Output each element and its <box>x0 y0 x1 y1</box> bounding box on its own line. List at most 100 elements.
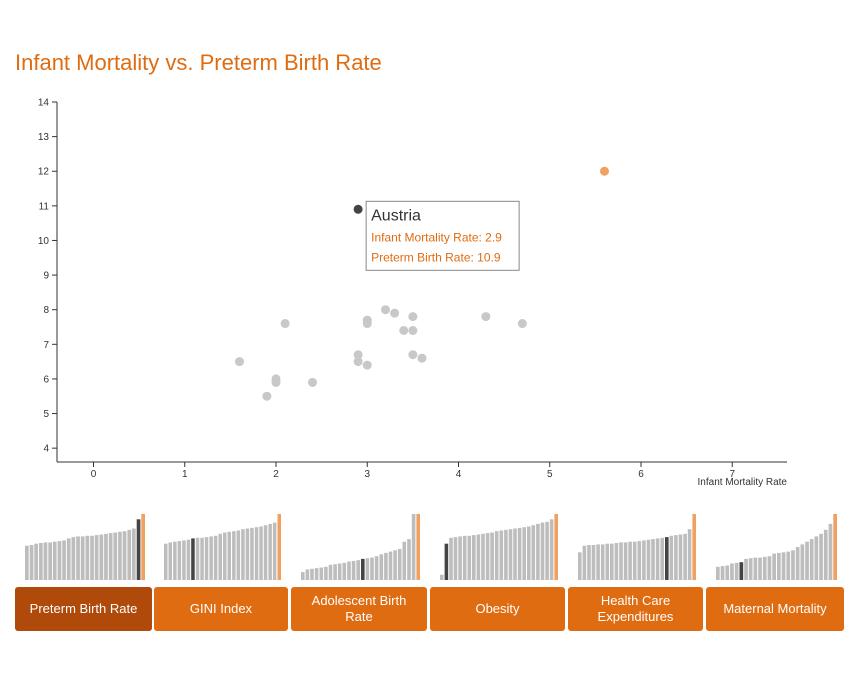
mini-bar <box>748 558 753 580</box>
mini-bar <box>232 531 236 580</box>
mini-bar <box>204 537 209 580</box>
mini-bar <box>43 542 48 580</box>
mini-bar <box>610 543 614 580</box>
mini-bar-highlighted <box>277 514 281 580</box>
mini-bar <box>481 533 485 580</box>
data-point[interactable] <box>271 377 281 387</box>
y-tick-label: 13 <box>38 132 50 143</box>
data-point[interactable] <box>399 325 409 335</box>
data-point-highlighted[interactable] <box>600 166 609 176</box>
mini-bar <box>94 535 99 580</box>
mini-bar <box>48 542 52 580</box>
mini-bar <box>490 532 494 580</box>
mini-bar-highlighted <box>833 514 837 580</box>
mini-bar <box>744 558 748 580</box>
mini-bar <box>113 532 118 580</box>
metric-button-obesity[interactable]: Obesity <box>430 587 565 631</box>
mini-bar <box>517 527 522 580</box>
data-point[interactable] <box>408 325 418 335</box>
x-tick-label: 3 <box>364 469 370 480</box>
mini-bar <box>791 550 795 580</box>
x-tick-label: 7 <box>729 469 735 480</box>
mini-bar <box>218 533 222 580</box>
y-tick-label: 7 <box>43 340 49 351</box>
mini-bar <box>379 554 384 580</box>
mini-bar <box>453 537 458 580</box>
data-point[interactable] <box>417 353 427 363</box>
data-point[interactable] <box>235 357 244 367</box>
mini-bar <box>209 536 213 580</box>
data-point[interactable] <box>517 319 527 329</box>
metric-button-gini-index[interactable]: GINI Index <box>154 587 288 631</box>
mini-bar <box>250 527 254 580</box>
mini-bar <box>393 550 397 580</box>
mini-bar <box>186 539 191 580</box>
mini-bar <box>80 536 85 580</box>
mini-bar <box>337 563 342 580</box>
mini-bar <box>646 539 651 580</box>
mini-bar <box>34 543 38 580</box>
mini-bar <box>781 552 786 580</box>
mini-bar <box>254 527 259 580</box>
x-axis-label: Infant Mortality Rate <box>698 477 788 488</box>
data-point[interactable] <box>408 350 418 360</box>
mini-bar <box>118 531 122 580</box>
mini-bar-highlighted <box>554 514 558 580</box>
mini-bar-highlighted <box>141 514 145 580</box>
data-point[interactable] <box>353 357 363 367</box>
mini-bar <box>623 542 628 580</box>
mini-bar <box>786 551 791 580</box>
mini-bar <box>272 522 277 580</box>
mini-bar <box>767 556 772 580</box>
mini-bar <box>591 545 596 580</box>
mini-bar <box>632 541 637 580</box>
mini-bar <box>725 565 730 580</box>
mini-bar <box>365 558 370 580</box>
mini-bar-selected <box>665 537 669 580</box>
data-point[interactable] <box>353 350 363 360</box>
metric-button-maternal-mortality[interactable]: Maternal Mortality <box>706 587 844 631</box>
mini-bar <box>758 557 762 580</box>
mini-bar <box>241 529 245 580</box>
data-point[interactable] <box>408 312 418 322</box>
data-point[interactable] <box>308 377 317 387</box>
mini-bar <box>458 536 462 580</box>
y-tick-label: 14 <box>38 98 50 109</box>
x-tick-label: 0 <box>91 469 97 480</box>
y-tick-label: 6 <box>43 374 49 385</box>
data-point[interactable] <box>481 312 491 322</box>
mini-bar <box>540 522 545 580</box>
mini-bar <box>108 533 113 580</box>
mini-bar <box>578 552 582 580</box>
mini-bar <box>314 568 319 580</box>
mini-bar <box>809 539 814 580</box>
mini-bar <box>85 535 90 580</box>
mini-bar <box>660 537 664 580</box>
data-point[interactable] <box>362 360 372 370</box>
metric-button-preterm-birth-rate[interactable]: Preterm Birth Rate <box>15 587 152 631</box>
data-point[interactable] <box>381 305 390 315</box>
mini-bar <box>642 540 646 580</box>
data-point[interactable] <box>280 319 290 329</box>
mini-bar <box>536 523 540 580</box>
mini-bar <box>223 532 227 580</box>
x-tick-label: 4 <box>456 469 462 480</box>
data-point-selected[interactable] <box>353 204 363 214</box>
data-point[interactable] <box>362 319 372 329</box>
mini-bar-selected <box>361 558 365 580</box>
data-point[interactable] <box>390 308 400 318</box>
mini-bar <box>127 529 132 580</box>
tooltip-country-name: Austria <box>371 207 421 224</box>
metric-button-health-care-expenditures[interactable]: Health Care Expenditures <box>568 587 703 631</box>
mini-bar <box>762 556 767 580</box>
mini-bar-selected <box>136 519 141 580</box>
mini-bar <box>655 538 660 580</box>
metric-button-adolescent-birth-rate[interactable]: Adolescent Birth Rate <box>291 587 427 631</box>
mini-bar <box>440 574 444 580</box>
mini-bar <box>104 533 108 580</box>
data-point[interactable] <box>262 391 272 401</box>
mini-bar <box>730 563 734 580</box>
mini-bar <box>522 527 526 580</box>
mini-bar <box>476 534 481 580</box>
mini-bar <box>25 545 29 580</box>
